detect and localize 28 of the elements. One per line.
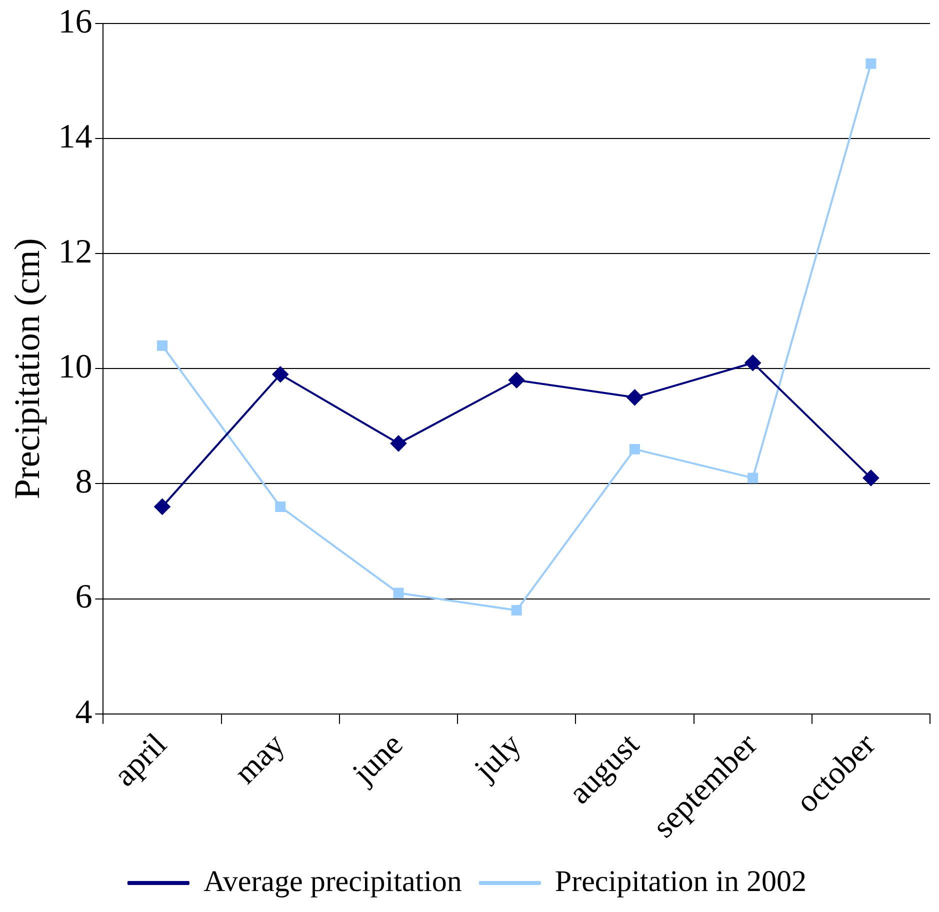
point	[744, 354, 761, 371]
y-tick-label: 14	[58, 118, 92, 156]
point	[393, 588, 404, 598]
y-tick-label: 4	[75, 694, 92, 731]
legend-label: Precipitation in 2002	[554, 864, 807, 898]
point	[866, 58, 876, 69]
point	[629, 444, 640, 454]
x-tick-label: may	[226, 726, 292, 790]
y-tick-label: 6	[75, 578, 92, 616]
point	[748, 472, 758, 484]
point	[511, 605, 522, 616]
x-tick-label: june	[344, 726, 410, 791]
y-tick-label: 12	[58, 233, 92, 270]
point	[275, 501, 286, 512]
y-tick-label: 8	[75, 464, 92, 501]
point	[862, 470, 879, 486]
y-axis-title: Precipitation (cm)	[7, 238, 48, 500]
point	[390, 435, 406, 452]
point	[508, 372, 525, 388]
point	[272, 366, 288, 382]
legend-label: Average precipitation	[203, 864, 462, 898]
point	[154, 498, 170, 515]
x-tick-label: april	[106, 726, 174, 793]
x-tick-label: july	[466, 726, 528, 788]
point	[626, 389, 643, 406]
point	[157, 340, 168, 351]
y-tick-label: 16	[58, 3, 92, 40]
y-tick-label: 10	[58, 348, 92, 386]
